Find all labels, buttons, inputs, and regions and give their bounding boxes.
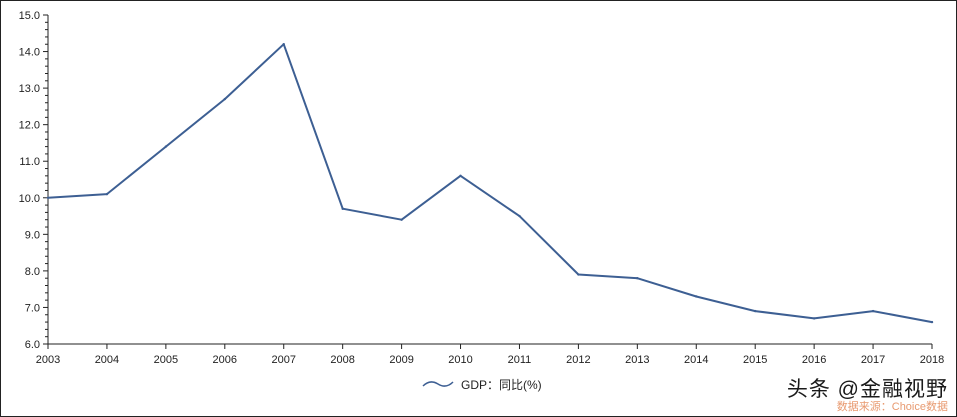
y-tick-label: 11.0	[19, 156, 40, 168]
data-point	[636, 277, 639, 280]
x-tick-label: 2009	[389, 354, 413, 366]
data-point	[164, 145, 168, 148]
x-tick-label: 2017	[861, 354, 885, 366]
y-tick-label: 6.0	[25, 339, 40, 351]
data-point	[695, 295, 698, 298]
data-point	[46, 196, 50, 199]
y-tick-label: 12.0	[19, 120, 40, 132]
x-tick-label: 2004	[95, 354, 119, 366]
data-point	[871, 309, 875, 313]
x-tick-label: 2006	[213, 354, 237, 366]
data-point	[223, 97, 226, 101]
y-tick-label: 13.0	[19, 83, 40, 95]
legend-line-icon	[422, 381, 454, 387]
x-tick-label: 2014	[684, 354, 708, 366]
data-point	[341, 207, 344, 210]
y-tick-label: 8.0	[25, 266, 40, 278]
data-point	[400, 218, 403, 221]
x-tick-label: 2012	[566, 354, 590, 366]
data-point	[754, 309, 757, 313]
x-tick-label: 2015	[743, 354, 767, 366]
watermark: 头条 @金融视野 数据来源：Choice数据	[787, 379, 948, 414]
data-point	[459, 174, 462, 178]
x-tick-label: 2016	[802, 354, 826, 366]
data-point	[518, 214, 521, 218]
y-tick-label: 15.0	[19, 10, 40, 22]
x-tick-label: 2008	[330, 354, 354, 366]
watermark-main: 头条 @金融视野	[786, 378, 948, 401]
x-tick-label: 2011	[508, 354, 532, 366]
x-tick-label: 2013	[625, 354, 649, 366]
y-tick-label: 14.0	[19, 47, 40, 59]
data-point	[105, 192, 109, 196]
data-point	[812, 317, 816, 320]
series-line	[47, 43, 933, 324]
legend[interactable]: GDP：同比(%)	[421, 375, 542, 393]
x-tick-label: 2005	[154, 354, 178, 366]
data-point	[930, 320, 934, 324]
data-point	[577, 273, 580, 276]
x-tick-label: 2007	[271, 354, 295, 366]
y-tick-label: 7.0	[25, 302, 40, 314]
y-tick-label: 10.0	[19, 193, 40, 205]
x-tick-label: 2003	[36, 354, 60, 366]
x-tick-label: 2018	[920, 354, 944, 366]
data-point	[282, 43, 285, 46]
x-tick-label: 2010	[448, 354, 472, 366]
y-tick-label: 9.0	[25, 229, 40, 241]
legend-label: GDP：同比(%)	[461, 377, 542, 392]
data-source-text: 数据来源：Choice数据	[836, 401, 948, 413]
